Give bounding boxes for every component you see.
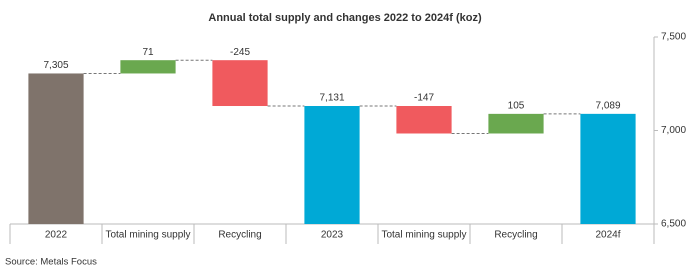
x-tick-label: Recycling <box>494 230 537 241</box>
value-label: 7,305 <box>43 60 68 71</box>
x-tick-label: 2024f <box>595 230 620 241</box>
value-label: -245 <box>230 47 250 58</box>
value-label: 105 <box>508 100 525 111</box>
bar <box>28 73 84 224</box>
y-tick-label: 6,500 <box>661 219 686 230</box>
bar <box>580 113 636 224</box>
value-label: 7,089 <box>595 100 620 111</box>
x-tick-label: Total mining supply <box>381 230 466 241</box>
value-label: -147 <box>414 93 434 104</box>
x-tick-label: 2022 <box>45 230 68 241</box>
bar <box>120 60 176 74</box>
y-tick-label: 7,500 <box>661 32 686 43</box>
bar <box>304 106 360 224</box>
value-label: 7,131 <box>319 93 344 104</box>
x-tick-label: Recycling <box>218 230 261 241</box>
x-tick-label: Total mining supply <box>105 230 190 241</box>
bar <box>396 106 452 134</box>
bar <box>488 113 544 134</box>
chart-title: Annual total supply and changes 2022 to … <box>208 12 482 24</box>
x-tick-label: 2023 <box>321 230 344 241</box>
value-label: 71 <box>142 47 154 58</box>
y-tick-label: 7,000 <box>661 125 686 136</box>
bar <box>212 60 268 107</box>
source-note: Source: Metals Focus <box>5 257 97 268</box>
